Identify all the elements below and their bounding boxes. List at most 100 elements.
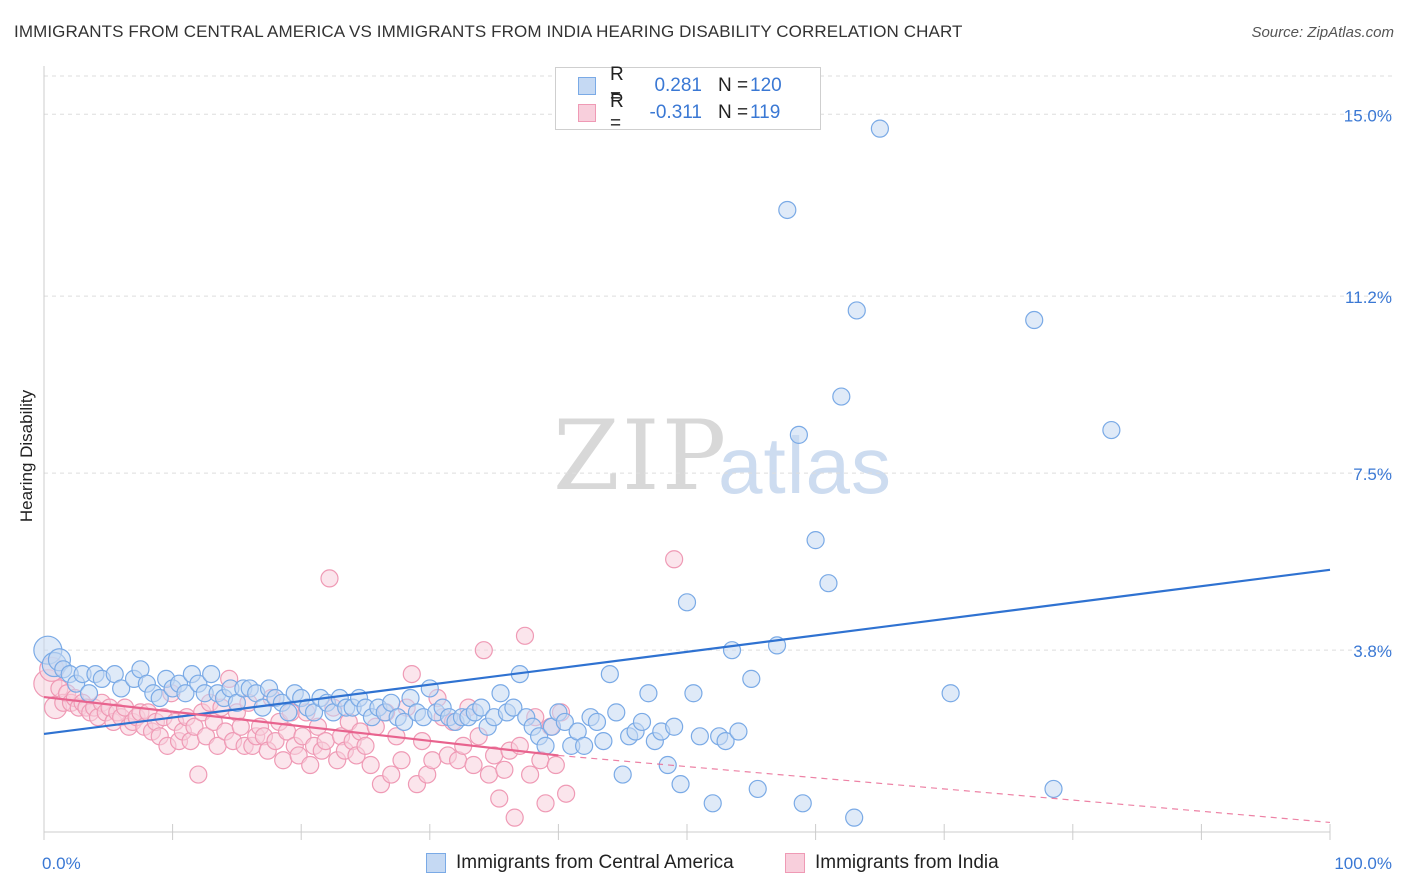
point-central-america [941,684,960,703]
point-india [464,755,483,775]
point-india [505,808,524,827]
point-central-america [587,712,607,732]
source-label: Source: ZipAtlas.com [1251,24,1394,41]
series-central-america-points [33,119,1121,827]
point-india [316,731,335,751]
legend-n-label: N = [718,75,749,96]
point-india [474,641,493,660]
legend-r-value: 0.281 [654,75,702,96]
point-central-america [607,703,626,722]
bottom-legend-central-america: Immigrants from Central America [426,852,734,874]
point-central-america [79,684,99,703]
point-india [423,751,442,770]
point-india [361,755,380,775]
point-central-america [832,387,851,406]
point-central-america [677,593,697,612]
point-central-america [845,808,864,827]
point-central-america [112,679,131,698]
point-central-america [778,200,797,220]
y-axis-label: Hearing Disability [17,389,36,523]
point-central-america [847,301,866,320]
point-central-america [394,712,414,732]
point-india [320,569,339,588]
point-central-america [703,794,722,813]
point-india [490,789,509,808]
point-india [495,760,514,779]
chart-title: IMMIGRANTS FROM CENTRAL AMERICA VS IMMIG… [14,22,963,41]
point-central-america [665,717,684,736]
point-india [301,755,320,775]
trend-lines [43,568,1331,824]
point-india [557,784,576,803]
point-india [515,626,535,645]
grid-lines [44,75,1392,651]
point-central-america [870,119,890,138]
point-central-america [600,665,619,684]
point-central-america [748,779,767,799]
axes [43,66,1331,840]
x-tick-label: 100.0% [1334,854,1392,873]
point-central-america [504,698,523,717]
trendline-india [43,695,559,757]
point-india [665,550,684,569]
point-india [536,794,555,813]
point-central-america [819,574,838,593]
bottom-legend-label-india: Immigrants from India [815,852,999,873]
point-central-america [729,722,748,741]
legend-r-value: -0.311 [649,102,702,123]
bottom-legend-india: Immigrants from India [785,852,999,874]
correlation-legend: R = 0.281 N = 120 R = -0.311 N = 119 [555,64,821,134]
legend-n-value: 119 [750,102,781,123]
y-tick-label: 11.2% [1345,288,1392,307]
watermark-zip: ZIP [553,400,729,512]
bottom-legend-swatch-central-america [426,853,446,873]
point-india [402,665,421,684]
point-india [382,765,401,784]
y-tick-label: 7.5% [1353,465,1392,484]
point-central-america [575,736,594,755]
series-india-points [33,550,684,827]
bottom-legend-swatch-india [785,853,805,873]
point-india [521,765,540,784]
point-central-america [555,712,574,732]
trendline-central-america [43,568,1331,736]
point-central-america [1044,779,1063,799]
point-central-america [613,765,632,784]
legend-row-central-america: R = 0.281 N = 120 [578,64,782,107]
y-tick-label: 3.8% [1353,642,1392,661]
point-central-america [793,794,812,813]
point-central-america [420,679,439,698]
point-central-america [684,684,703,703]
x-tick-label: 0.0% [42,854,81,873]
point-central-america [594,731,613,751]
point-india [231,717,250,736]
point-central-america [742,669,761,688]
legend-n-label: N = [718,102,749,123]
point-central-america [202,665,221,684]
point-india [274,751,293,770]
legend-n-value: 120 [750,75,782,96]
legend-r-label: R = [610,91,624,134]
point-central-america [671,775,690,794]
legend-r-label: R = [610,64,624,107]
point-central-america [690,727,709,746]
trendline-india-extension [558,754,1331,824]
point-central-america [1025,310,1044,330]
tick-labels: 3.8% 7.5% 11.2% 15.0% 0.0% 100.0% [42,106,1392,873]
point-india [546,755,565,775]
legend-swatch-central-america [578,77,596,95]
point-central-america [536,736,555,755]
point-india [392,751,411,770]
point-central-america [639,684,658,703]
point-central-america [279,703,298,722]
bottom-legend-label-central-america: Immigrants from Central America [456,852,734,873]
point-india [479,765,499,784]
point-central-america [472,698,491,717]
point-central-america [150,688,169,708]
point-central-america [632,712,652,732]
point-central-america [806,531,825,550]
legend-row-india: R = -0.311 N = 119 [578,91,781,134]
point-central-america [1102,420,1121,440]
point-central-america [176,684,195,703]
